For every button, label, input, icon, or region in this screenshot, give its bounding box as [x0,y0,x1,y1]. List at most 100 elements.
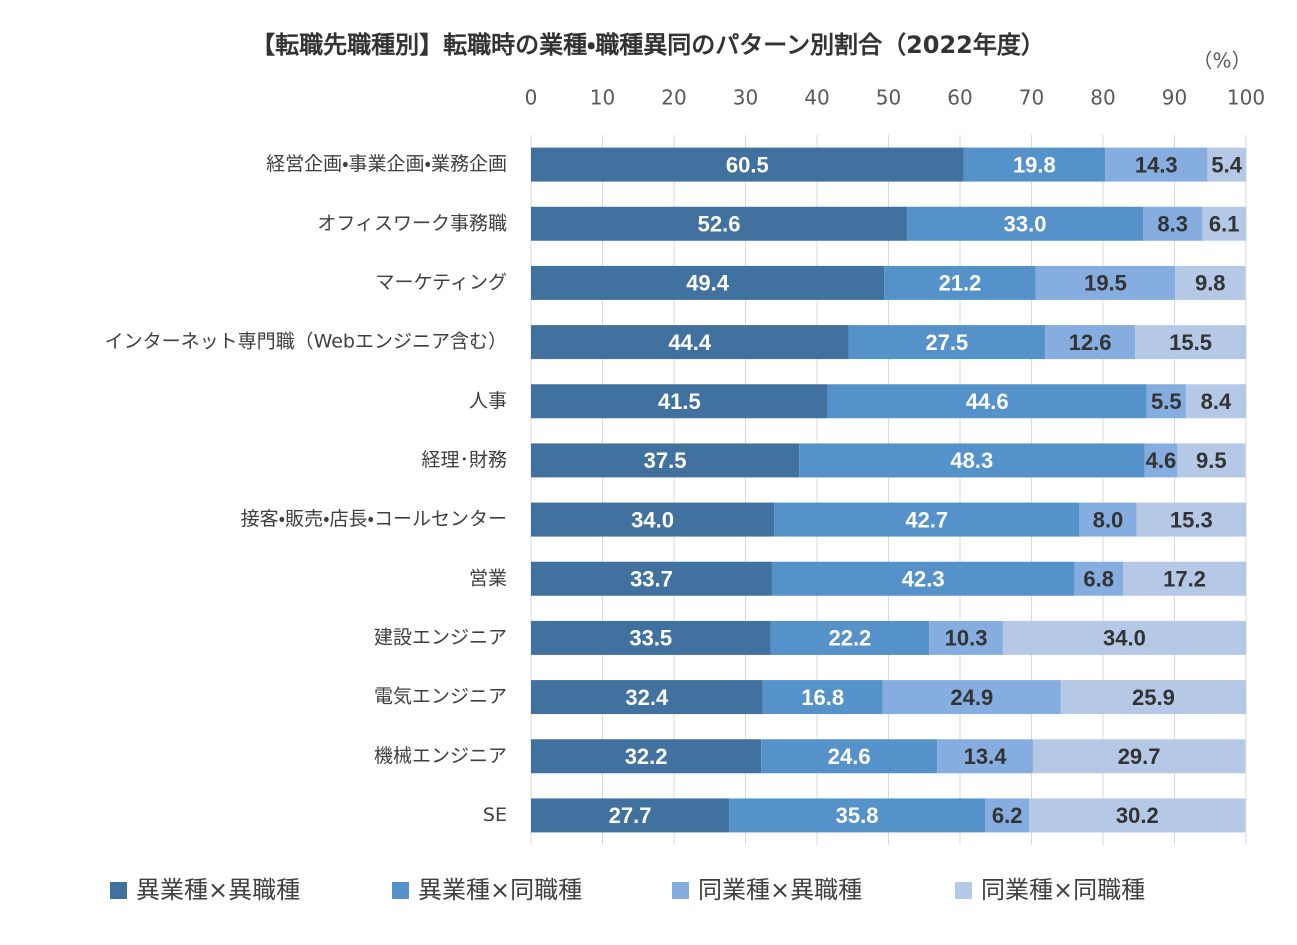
value-label: 60.5 [726,152,769,177]
bar-segment [531,680,763,715]
chart-title: 【転職先職種別】転職時の業種・職種異同のパターン別割合（2022年度） [251,31,1045,59]
bar-segment [1035,265,1176,300]
value-label: 34.0 [631,507,674,532]
value-label: 21.2 [939,271,982,296]
bar-segment [531,739,762,774]
x-tick-label: 100 [1227,86,1265,110]
category-label: 接客・販売・店長・コールセンター [241,508,507,530]
value-label: 5.4 [1211,152,1242,177]
x-tick-label: 60 [947,86,972,110]
value-label: 24.6 [828,744,871,769]
value-label: 44.4 [668,330,712,355]
x-tick-label: 40 [804,86,829,110]
bar-segment [1045,325,1136,360]
bar-segment [963,147,1106,182]
value-label: 9.5 [1196,448,1227,473]
value-label: 48.3 [950,448,993,473]
bar-segment [1207,147,1246,182]
value-label: 19.8 [1013,152,1056,177]
bar-segment [1029,798,1246,833]
bar-segment [531,502,775,537]
legend-swatch [110,882,127,899]
value-label: 25.9 [1132,685,1175,710]
legend-label: 異業種×同職種 [418,876,582,904]
bar-segment [1177,443,1246,478]
value-label: 49.4 [686,271,730,296]
x-tick-label: 80 [1090,86,1115,110]
value-label: 33.5 [629,626,672,651]
category-label: 経理･財務 [421,449,507,471]
x-tick-label: 0 [525,86,538,110]
category-label: オフィスワーク事務職 [317,212,507,234]
value-label: 15.5 [1169,330,1212,355]
bar-segment [1135,325,1246,360]
bar-segment [1136,502,1246,537]
bar-segment [1146,384,1186,419]
legend-swatch [392,882,409,899]
axis-unit: （%） [1192,49,1251,73]
value-label: 34.0 [1103,626,1146,651]
value-label: 12.6 [1069,330,1112,355]
bar-segment [1105,147,1208,182]
value-label: 6.1 [1209,212,1240,237]
value-label: 32.4 [625,685,669,710]
bar-segment [827,384,1147,419]
bar-segment [929,620,1003,655]
bar-segment [770,620,930,655]
bar-segment [848,325,1046,360]
value-label: 13.4 [964,744,1008,769]
value-label: 14.3 [1135,152,1178,177]
value-label: 33.0 [1004,212,1047,237]
bar-segment [882,680,1061,715]
bar-segment [774,502,1080,537]
bar-segment [1185,384,1246,419]
x-tick-label: 70 [1019,86,1044,110]
value-label: 29.7 [1118,744,1161,769]
x-tick-label: 30 [733,86,758,110]
category-label: 機械エンジニア [374,745,507,767]
category-label: 建設エンジニア [374,626,507,648]
value-label: 6.2 [992,803,1023,828]
bar-segment [985,798,1030,833]
category-label: SE [483,804,507,826]
value-label: 8.3 [1157,212,1188,237]
bar-segment [1143,206,1203,241]
value-label: 44.6 [966,389,1009,414]
bar-segment [1202,206,1246,241]
value-label: 27.5 [925,330,968,355]
bar-segment [729,798,986,833]
value-label: 33.7 [630,567,673,592]
value-label: 42.7 [905,507,948,532]
bar-segment [531,798,730,833]
legend-label: 同業種×異職種 [698,876,862,904]
value-label: 16.8 [801,685,844,710]
bar-segment [1175,265,1246,300]
bar-segment [1032,739,1246,774]
value-label: 19.5 [1084,271,1127,296]
bar-segment [771,561,1075,596]
bar-segment [531,325,849,360]
value-label: 35.8 [836,803,879,828]
value-label: 15.3 [1170,507,1213,532]
legend-label: 同業種×同職種 [981,876,1145,904]
value-label: 17.2 [1163,567,1206,592]
bar-segment [799,443,1145,478]
bar-segment [531,147,964,182]
value-label: 42.3 [902,567,945,592]
value-label: 9.8 [1195,271,1226,296]
value-label: 4.6 [1146,448,1177,473]
category-label: 人事 [469,390,507,412]
bar-segment [1060,680,1246,715]
value-label: 27.7 [609,803,652,828]
bar-segment [531,384,828,419]
value-label: 6.8 [1083,567,1114,592]
bar-segment [1002,620,1246,655]
bar-segment [1144,443,1178,478]
bar-segment [531,620,771,655]
value-label: 37.5 [644,448,687,473]
category-label: マーケティング [376,271,507,293]
bar-segment [1079,502,1137,537]
bar-segment [884,265,1036,300]
value-label: 8.0 [1093,507,1124,532]
bar-segment [761,739,938,774]
